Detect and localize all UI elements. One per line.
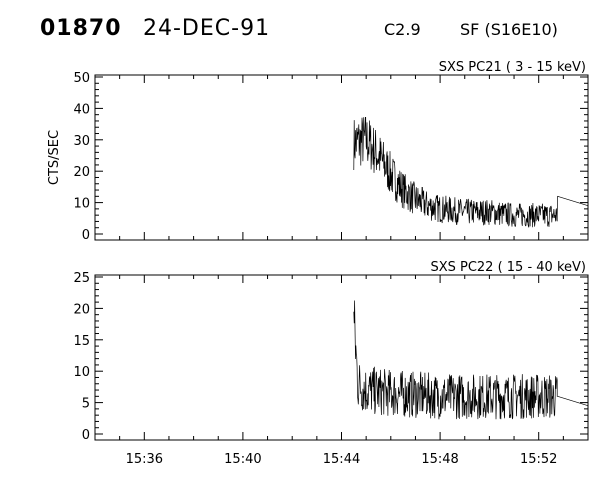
y-tick-label: 0 [82,428,90,443]
goes-class: C2.9 [384,20,421,39]
y-tick-label: 5 [82,397,90,412]
x-tick-label: 15:44 [323,452,360,467]
y-tick-label: 20 [73,165,90,180]
pc21-panel: 0 10 20 30 40 50 SXS PC21 ( 3 - 15 keV) CTS/SEC [47,60,589,243]
event-id: 01870 [40,16,122,41]
y-tick-label: 0 [82,228,90,243]
y-axis-label: CTS/SEC [47,130,62,185]
plot-frame [94,274,589,441]
flare-location: SF (S16E10) [460,20,558,39]
series-line [353,117,589,228]
y-tick-label: 20 [73,302,90,317]
x-tick-label: 15:40 [224,452,261,467]
y-tick-label: 30 [73,134,90,149]
x-tick-label: 15:48 [421,452,458,467]
series-line [353,300,589,420]
x-tick-label: 15:52 [520,452,557,467]
panel-title: SXS PC22 ( 15 - 40 keV) [430,260,586,275]
plot-frame [94,74,589,241]
y-tick-label: 25 [73,271,90,286]
panel-title: SXS PC21 ( 3 - 15 keV) [439,60,586,75]
y-tick-label: 15 [73,334,90,349]
y-tick-label: 10 [73,365,90,380]
pc22-panel: 0 5 10 15 20 25 15:36 15:40 15:44 15:48 15:52 SXS P… [73,260,589,467]
event-date: 24-DEC-91 [143,16,271,41]
x-tick-label: 15:36 [126,452,163,467]
y-tick-label: 50 [73,71,90,86]
y-tick-label: 10 [73,197,90,212]
y-tick-label: 40 [73,102,90,117]
